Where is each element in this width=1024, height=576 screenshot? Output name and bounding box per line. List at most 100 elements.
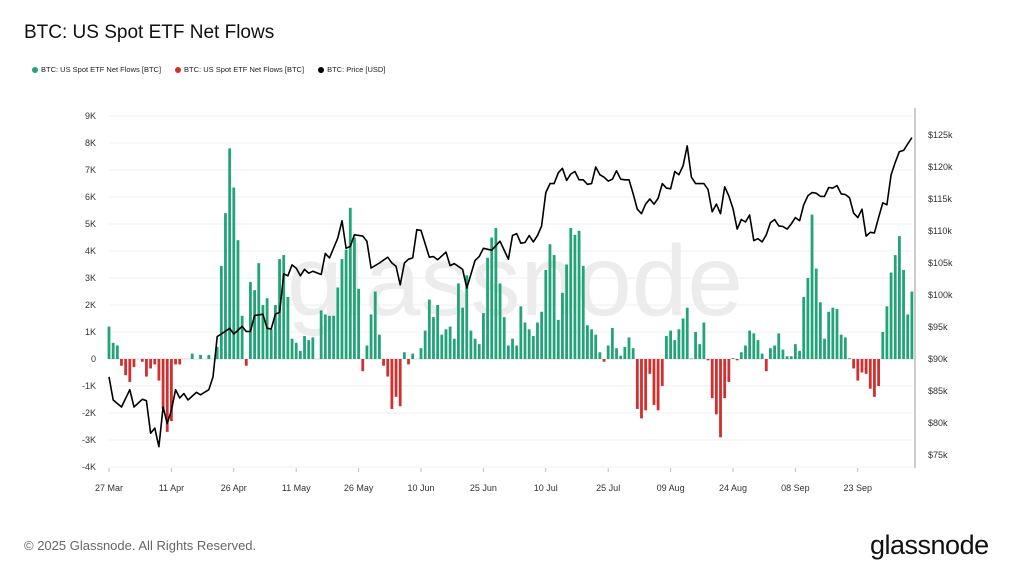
x-tick-label: 08 Sep <box>781 483 810 493</box>
outflow-bar <box>864 359 868 374</box>
outflow-bar <box>145 359 148 377</box>
outflow-bar <box>602 359 606 362</box>
inflow-bar <box>677 329 681 359</box>
inflow-bar <box>806 278 810 359</box>
outflow-bar <box>764 359 768 372</box>
inflow-bar <box>777 333 781 359</box>
inflow-bar <box>606 345 610 359</box>
y-right-tick-label: $95k <box>928 322 948 332</box>
y-right-tick-label: $115k <box>928 194 952 204</box>
inflow-bar <box>290 338 294 359</box>
x-tick-label: 26 Apr <box>221 483 247 493</box>
y-left-tick-label: 2K <box>85 300 96 310</box>
inflow-bar <box>619 355 623 359</box>
outflow-bar <box>120 359 123 366</box>
inflow-bar <box>773 345 776 359</box>
inflow-bar <box>781 349 785 359</box>
y-right-tick-label: $90k <box>928 354 948 364</box>
inflow-bar <box>835 309 839 359</box>
y-left-tick-label: 6K <box>85 192 96 202</box>
outflow-bar <box>140 359 144 362</box>
inflow-bar <box>465 275 469 359</box>
outflow-bar <box>706 359 710 361</box>
inflow-bar <box>502 317 506 359</box>
inflow-bar <box>482 313 485 359</box>
legend-label: BTC: Price [USD] <box>327 65 386 74</box>
inflow-bar <box>665 336 668 359</box>
inflow-bar <box>357 288 360 359</box>
inflow-bar <box>818 302 822 359</box>
inflow-bar <box>365 345 369 359</box>
inflow-bar <box>681 318 685 359</box>
outflow-bar <box>407 359 410 365</box>
x-tick-label: 23 Sep <box>844 483 873 493</box>
inflow-bar <box>506 345 510 359</box>
y-right-tick-label: $80k <box>928 418 948 428</box>
inflow-bar <box>207 354 211 359</box>
inflow-bar <box>348 207 352 359</box>
inflow-bar <box>831 307 835 359</box>
inflow-bar <box>669 330 672 359</box>
x-tick-label: 09 Aug <box>657 483 685 493</box>
inflow-bar <box>369 314 373 359</box>
outflow-bar <box>660 359 664 386</box>
inflow-bar <box>769 348 772 359</box>
inflow-bar <box>694 332 697 359</box>
outflow-bar <box>635 359 639 409</box>
inflow-bar <box>548 244 552 359</box>
y-left-tick-label: 7K <box>85 165 96 175</box>
outflow-bar <box>856 359 860 381</box>
y-right-tick-label: $110k <box>928 226 952 236</box>
outflow-bar <box>149 359 152 369</box>
inflow-bar <box>332 315 336 359</box>
inflow-bar <box>785 356 789 359</box>
inflow-bar <box>311 337 315 359</box>
inflow-bar <box>615 348 618 359</box>
outflow-bar <box>244 359 248 366</box>
outflow-bar <box>128 359 132 382</box>
inflow-bar <box>623 346 627 359</box>
outflow-bar <box>153 359 157 365</box>
outflow-bar <box>390 359 394 409</box>
inflow-bar <box>789 356 793 359</box>
x-tick-label: 25 Jul <box>596 483 620 493</box>
inflow-bar <box>340 259 344 359</box>
inflow-bar <box>461 307 464 359</box>
inflow-bar <box>115 345 119 359</box>
inflow-bar <box>673 340 677 359</box>
inflow-bar <box>702 322 706 359</box>
outflow-bar <box>394 359 398 397</box>
outflow-bar <box>174 359 177 365</box>
inflow-bar <box>902 269 905 359</box>
inflow-bar <box>744 345 747 359</box>
inflow-bar <box>307 340 311 359</box>
inflow-bar <box>536 322 539 359</box>
y-left-tick-label: 3K <box>85 273 96 283</box>
inflow-bar <box>473 338 477 359</box>
legend-item-outflows[interactable]: BTC: US Spot ETF Net Flows [BTC] <box>175 65 304 74</box>
y-left-tick-label: 9K <box>85 111 96 121</box>
inflow-bar <box>515 345 519 359</box>
inflow-bar <box>586 325 589 359</box>
inflow-bar <box>436 305 440 359</box>
inflow-bar <box>469 330 473 359</box>
x-tick-label: 11 Apr <box>159 483 184 493</box>
inflow-bar <box>823 338 826 359</box>
outflow-bar <box>165 359 169 432</box>
legend-item-inflows[interactable]: BTC: US Spot ETF Net Flows [BTC] <box>32 65 161 74</box>
inflow-bar <box>906 314 910 359</box>
inflow-bar <box>274 305 277 359</box>
inflow-bar <box>253 290 256 359</box>
inflow-bar <box>827 311 831 359</box>
outflow-bar <box>170 359 173 422</box>
y-right-tick-label: $100k <box>928 290 953 300</box>
inflow-bar <box>215 346 219 359</box>
inflow-bar <box>511 338 514 359</box>
inflow-bar <box>419 348 423 359</box>
outflow-bar <box>157 359 161 381</box>
copyright-footer: © 2025 Glassnode. All Rights Reserved. <box>24 538 257 553</box>
y-left-tick-label: 1K <box>85 327 96 337</box>
inflow-bar <box>881 332 885 359</box>
inflow-bar <box>848 358 851 359</box>
legend-item-price[interactable]: BTC: Price [USD] <box>318 65 385 74</box>
